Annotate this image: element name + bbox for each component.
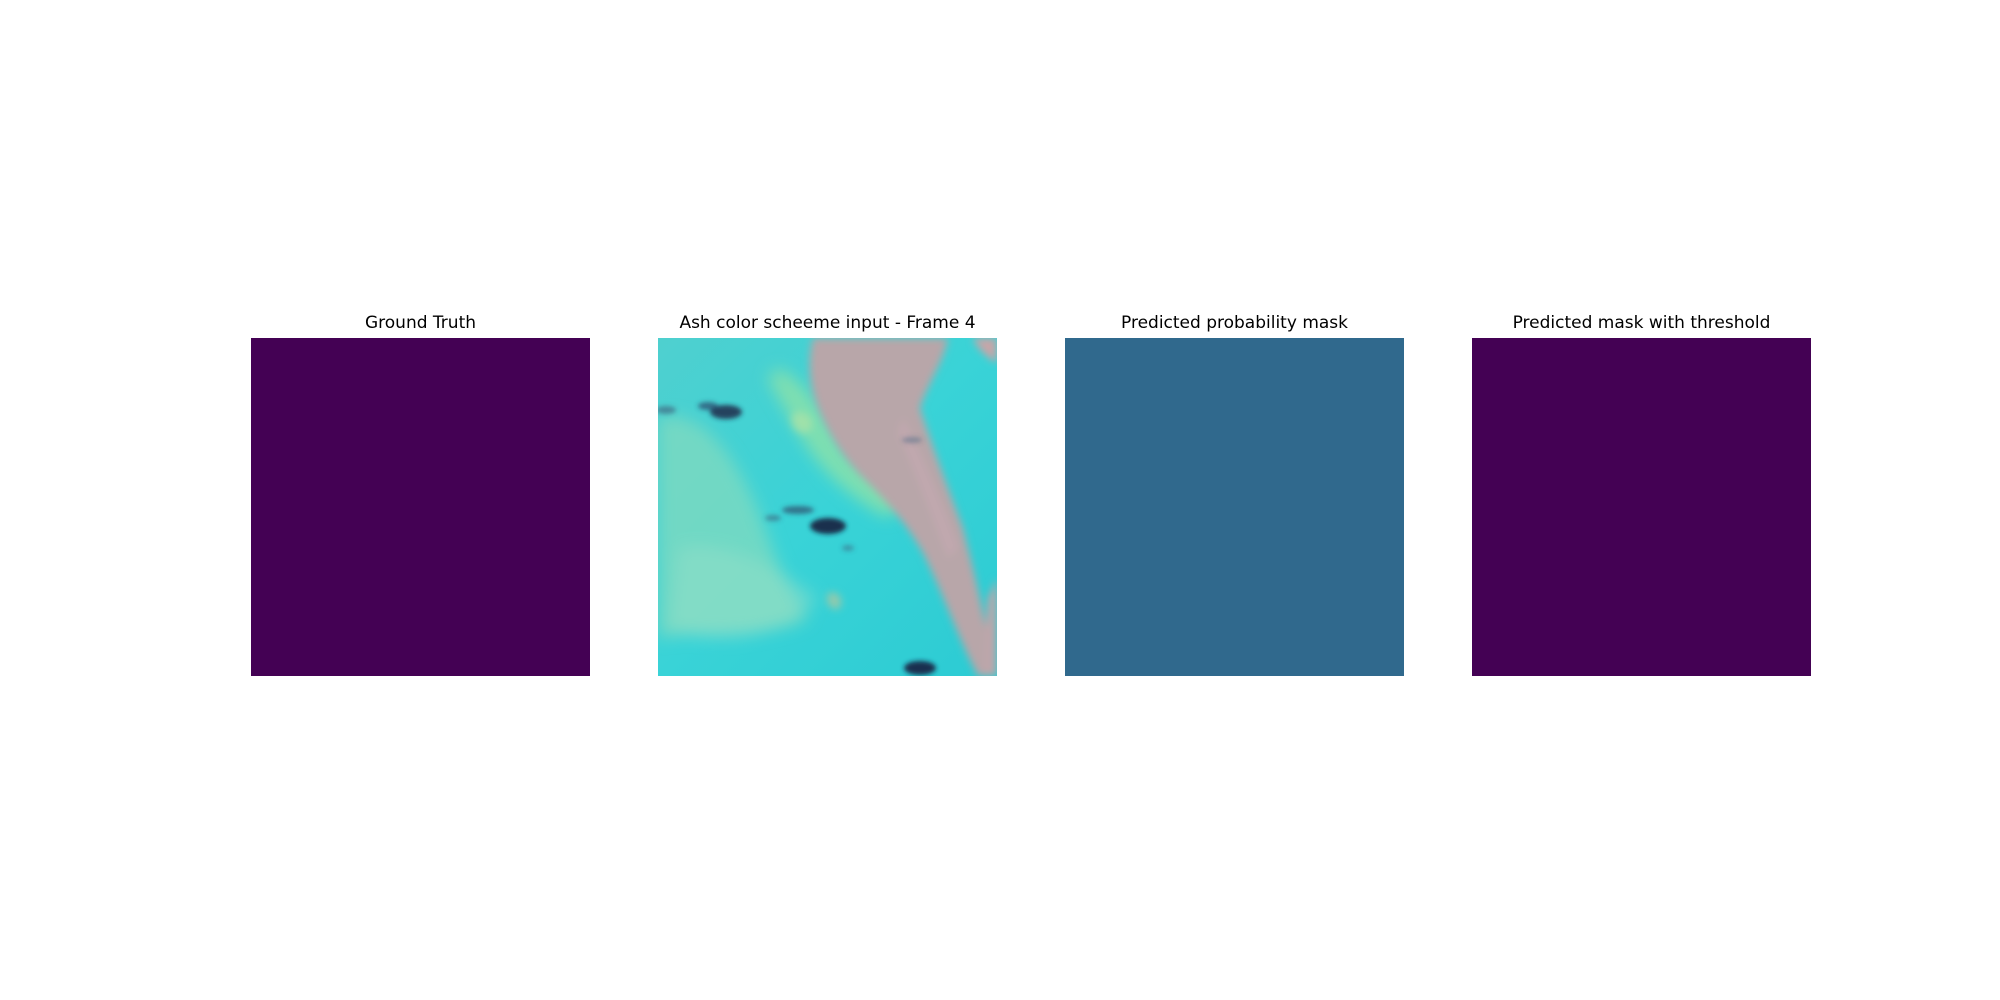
ground-truth-mask (251, 338, 590, 676)
ash-input-panel: Ash color scheeme input - Frame 4 (658, 313, 997, 676)
probability-mask-title: Predicted probability mask (1121, 313, 1348, 333)
probability-mask-fill (1065, 338, 1404, 676)
threshold-mask-fill (1472, 338, 1811, 676)
land-mass (809, 338, 997, 676)
probability-mask (1065, 338, 1404, 676)
cloud-center-4 (842, 545, 854, 551)
island-small (826, 592, 842, 610)
cloud-north-2 (698, 402, 718, 410)
cloud-east (902, 437, 922, 443)
cloud-north-1 (710, 405, 742, 419)
threshold-mask-title: Predicted mask with threshold (1512, 313, 1771, 333)
top-right-land (973, 338, 997, 363)
cloud-north-3 (658, 406, 676, 414)
lower-haze (668, 546, 818, 638)
threshold-mask (1472, 338, 1811, 676)
probability-mask-panel: Predicted probability mask (1065, 313, 1404, 676)
cloud-center-3 (765, 515, 781, 521)
ash-color-satellite-image (658, 338, 997, 676)
ash-input-title: Ash color scheeme input - Frame 4 (679, 313, 976, 333)
ground-truth-title: Ground Truth (364, 313, 477, 333)
peninsula-edge (898, 418, 958, 558)
cloud-center-2 (782, 506, 814, 514)
ground-truth-panel: Ground Truth (251, 313, 590, 676)
cloud-center-1 (810, 518, 846, 534)
ground-truth-fill (251, 338, 590, 676)
right-edge-land (983, 578, 997, 676)
cloud-south (904, 661, 936, 675)
threshold-mask-panel: Predicted mask with threshold (1472, 313, 1811, 676)
island-north (791, 412, 813, 434)
